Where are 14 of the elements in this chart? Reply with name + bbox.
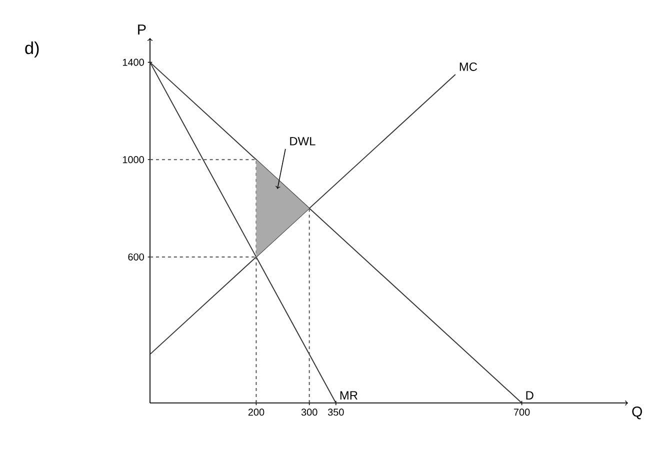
chart-title: d) — [25, 41, 39, 58]
x-tick-label: 200 — [248, 408, 264, 416]
series-label: D — [526, 391, 534, 400]
y-tick-label: 1000 — [122, 156, 144, 164]
x-tick-label: 350 — [328, 408, 344, 416]
x-axis-title: Q — [632, 406, 642, 420]
y-axis-title: P — [138, 24, 146, 34]
x-tick-label: 700 — [514, 408, 530, 416]
annotation: DWL — [290, 137, 316, 146]
series-label: MC — [460, 62, 478, 71]
y-tick-label: 600 — [128, 253, 144, 261]
series-label: MR — [340, 391, 358, 400]
x-tick-label: 300 — [301, 408, 318, 416]
y-tick-label: 1400 — [122, 58, 144, 66]
